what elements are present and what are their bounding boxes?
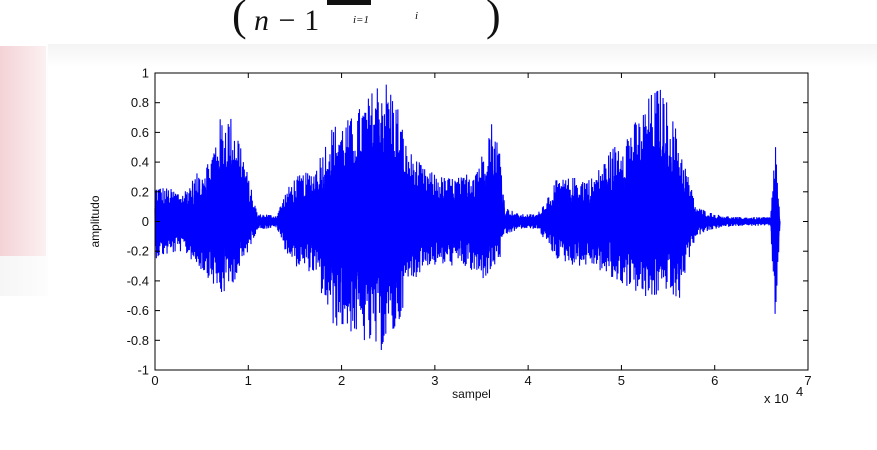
y-tick-label: 0.6 <box>131 125 149 140</box>
x-tick-label: 3 <box>431 373 438 388</box>
y-tick-label: 0.2 <box>131 184 149 199</box>
y-tick-label: -0.8 <box>127 333 149 348</box>
y-tick-label: 1 <box>142 66 149 81</box>
waveform-core <box>154 135 781 297</box>
x-tick-label: 5 <box>618 373 625 388</box>
x-tick-label: 4 <box>525 373 532 388</box>
page-edge-tint <box>0 46 46 256</box>
formula-n-minus-1: n − 1 <box>254 4 320 37</box>
x-tick-label: 7 <box>804 373 811 388</box>
x-tick-label: 1 <box>245 373 252 388</box>
x-tick-label: 6 <box>711 373 718 388</box>
x-tick-label: 0 <box>151 373 158 388</box>
formula-right-paren: ) <box>486 0 501 40</box>
y-axis-title: amplitudo <box>88 195 102 247</box>
formula-subscript-i: i <box>415 10 419 22</box>
y-tick-label: 0.8 <box>131 95 149 110</box>
x-multiplier-exponent: 4 <box>796 384 803 399</box>
formula-sum-bar <box>327 0 371 5</box>
y-tick-label: 0.4 <box>131 155 149 170</box>
y-tick-label: -1 <box>137 363 149 378</box>
formula-fragment: ( n − 1 i=1 i ) <box>232 0 512 44</box>
x-tick-label: 2 <box>338 373 345 388</box>
y-tick-label: 0 <box>142 214 149 229</box>
formula-left-paren: ( <box>232 0 247 40</box>
formula-sum-index: i=1 <box>353 14 369 26</box>
y-tick-label: -0.4 <box>127 273 149 288</box>
y-tick-label: -0.2 <box>127 244 149 259</box>
x-axis-title: sampel <box>452 387 491 401</box>
y-tick-label: -0.6 <box>127 303 149 318</box>
page-top-shading <box>48 44 877 68</box>
x-multiplier-label: x 10 <box>764 391 789 406</box>
